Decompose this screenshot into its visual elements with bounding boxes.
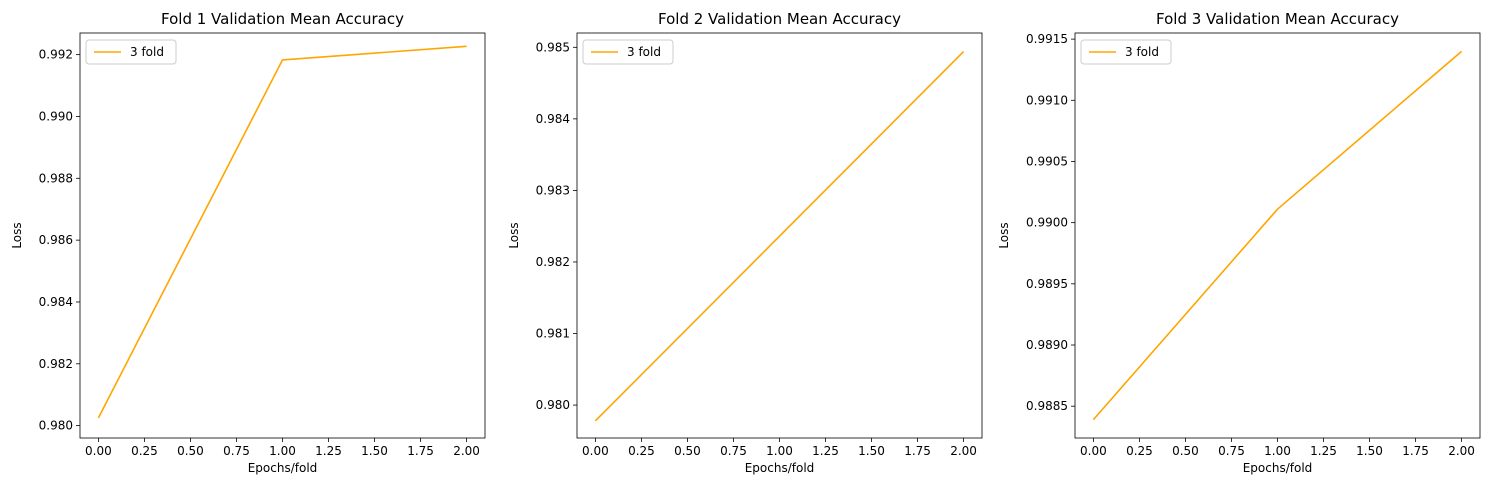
y-tick-label: 0.992 (39, 48, 73, 62)
x-tick-label: 0.75 (1218, 444, 1245, 458)
y-tick-label: 0.9885 (1026, 399, 1068, 413)
y-axis-label: Loss (507, 222, 521, 248)
x-tick-label: 1.00 (766, 444, 793, 458)
legend-label: 3 fold (1125, 45, 1159, 59)
x-tick-label: 1.50 (361, 444, 388, 458)
y-tick-label: 0.982 (39, 357, 73, 371)
x-tick-label: 2.00 (1448, 444, 1475, 458)
chart-panel-3: Fold 3 Validation Mean Accuracy 0.00 0.25 0… (997, 10, 1481, 475)
chart-title: Fold 1 Validation Mean Accuracy (161, 10, 404, 28)
x-tick-label: 1.25 (812, 444, 839, 458)
x-tick-label: 1.50 (858, 444, 885, 458)
x-tick-label: 1.00 (269, 444, 296, 458)
legend: 3 fold (85, 39, 177, 65)
x-tick-label: 0.25 (628, 444, 655, 458)
series-line-1 (1092, 50, 1463, 421)
legend: 3 fold (582, 39, 674, 65)
legend: 3 fold (1080, 39, 1172, 65)
x-tick-label: 0.00 (85, 444, 112, 458)
y-tick-label: 0.983 (536, 183, 570, 197)
y-tick-label: 0.9895 (1026, 277, 1068, 291)
legend-box (1080, 39, 1172, 65)
y-tick-label: 0.980 (39, 419, 73, 433)
series-line-1 (97, 45, 467, 419)
x-tick-label: 2.00 (453, 444, 480, 458)
axes-frame (1074, 32, 1481, 439)
x-axis-label: Epochs/fold (1243, 461, 1313, 475)
y-tick-label: 0.990 (39, 109, 73, 123)
y-tick-label: 0.984 (536, 112, 570, 126)
chart-panel-1: Fold 1 Validation Mean Accuracy 0.00 0.25 0… (10, 10, 486, 475)
x-tick-label: 0.00 (582, 444, 609, 458)
chart-panel-2: Fold 2 Validation Mean Accuracy 0.00 0.25 0… (507, 10, 983, 475)
x-tick-label: 1.00 (1264, 444, 1291, 458)
x-tick-label: 0.00 (1080, 444, 1107, 458)
y-tick-label: 0.980 (536, 398, 570, 412)
y-tick-label: 0.988 (39, 171, 73, 185)
x-tick-label: 1.75 (904, 444, 931, 458)
legend-box (85, 39, 177, 65)
x-tick-label: 0.25 (1126, 444, 1153, 458)
legend-label: 3 fold (130, 45, 164, 59)
y-tick-label: 0.984 (39, 295, 73, 309)
y-tick-label: 0.982 (536, 255, 570, 269)
y-tick-label: 0.9915 (1026, 32, 1068, 46)
x-tick-label: 0.50 (1172, 444, 1199, 458)
x-tick-label: 0.50 (674, 444, 701, 458)
y-tick-label: 0.985 (536, 40, 570, 54)
x-tick-label: 0.75 (223, 444, 250, 458)
legend-label: 3 fold (627, 45, 661, 59)
x-tick-label: 0.75 (720, 444, 747, 458)
series-line-1 (594, 51, 965, 422)
x-tick-label: 1.25 (315, 444, 342, 458)
y-tick-label: 0.9910 (1026, 93, 1068, 107)
x-axis-label: Epochs/fold (248, 461, 318, 475)
y-tick-label: 0.986 (39, 233, 73, 247)
y-tick-label: 0.981 (536, 327, 570, 341)
x-tick-label: 0.50 (177, 444, 204, 458)
y-tick-label: 0.9900 (1026, 216, 1068, 230)
chart-title: Fold 2 Validation Mean Accuracy (658, 10, 901, 28)
x-tick-label: 1.50 (1356, 444, 1383, 458)
y-tick-label: 0.9905 (1026, 154, 1068, 168)
x-tick-label: 1.25 (1310, 444, 1337, 458)
x-tick-label: 1.75 (407, 444, 434, 458)
x-tick-label: 0.25 (131, 444, 158, 458)
x-tick-label: 1.75 (1402, 444, 1429, 458)
y-tick-label: 0.9890 (1026, 338, 1068, 352)
axes-frame (79, 32, 486, 439)
legend-box (582, 39, 674, 65)
chart-title: Fold 3 Validation Mean Accuracy (1156, 10, 1399, 28)
x-tick-label: 2.00 (950, 444, 977, 458)
x-axis-label: Epochs/fold (745, 461, 815, 475)
y-axis-label: Loss (997, 222, 1011, 248)
y-axis-label: Loss (10, 222, 24, 248)
